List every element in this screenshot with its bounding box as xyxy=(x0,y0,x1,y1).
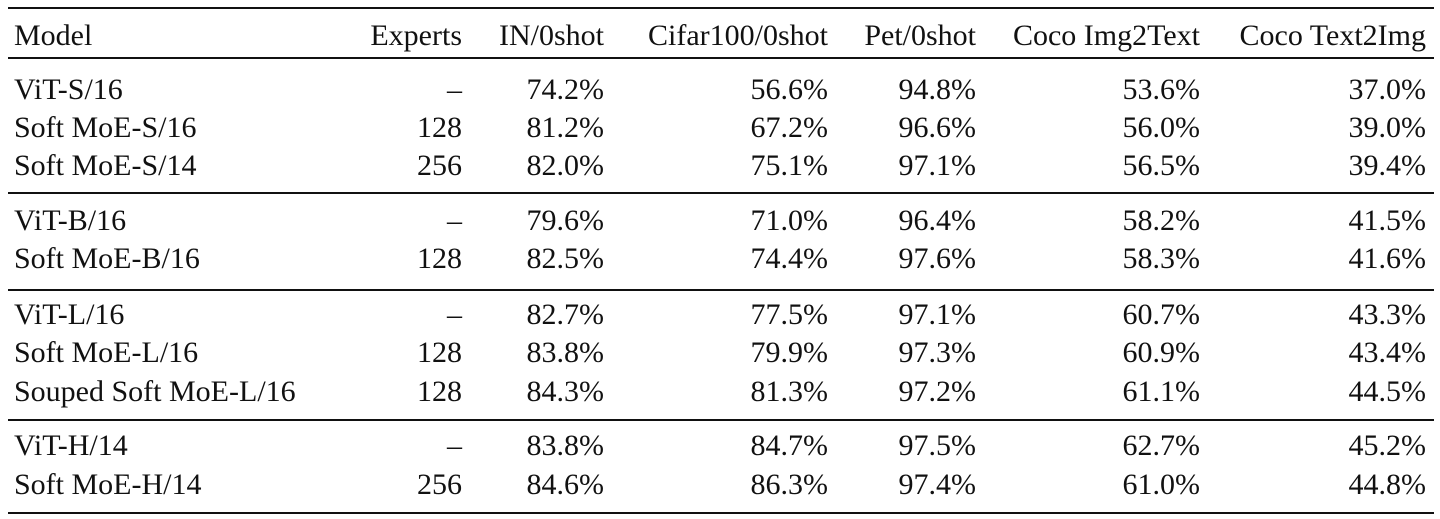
model-cell: ViT-S/16 xyxy=(14,73,123,106)
cifar100-0shot-cell: 81.3% xyxy=(750,375,829,408)
model-cell: ViT-B/16 xyxy=(14,204,127,237)
cifar100-0shot-cell: 84.7% xyxy=(750,429,829,462)
model-cell: Soft MoE-H/14 xyxy=(14,468,202,501)
experts-cell: 128 xyxy=(417,111,462,144)
pet-0shot-cell: 97.2% xyxy=(898,375,977,408)
cifar100-0shot-cell: 79.9% xyxy=(750,336,829,369)
experts-cell: 256 xyxy=(417,468,462,501)
cifar100-0shot-cell: 71.0% xyxy=(750,204,829,237)
experts-cell: 128 xyxy=(417,336,462,369)
cifar100-0shot-cell: 86.3% xyxy=(750,468,829,501)
pet-0shot-cell: 96.4% xyxy=(898,204,977,237)
coco-text2img-cell: 43.3% xyxy=(1348,298,1427,331)
cifar100-0shot-cell: 56.6% xyxy=(750,73,829,106)
model-cell: Soft MoE-B/16 xyxy=(14,242,200,275)
pet-0shot-cell: 97.6% xyxy=(898,242,977,275)
in-0shot-cell: 84.3% xyxy=(526,375,605,408)
coco-img2text-cell: 60.7% xyxy=(1122,298,1201,331)
header-cifar100-0shot: Cifar100/0shot xyxy=(648,19,828,52)
coco-text2img-cell: 39.4% xyxy=(1348,149,1427,182)
experts-cell: 128 xyxy=(417,375,462,408)
coco-img2text-cell: 53.6% xyxy=(1122,73,1201,106)
cifar100-0shot-cell: 74.4% xyxy=(750,242,829,275)
in-0shot-cell: 81.2% xyxy=(526,111,605,144)
pet-0shot-cell: 97.5% xyxy=(898,429,977,462)
experts-cell: – xyxy=(447,204,462,237)
model-cell: Souped Soft MoE-L/16 xyxy=(14,375,296,408)
cifar100-0shot-cell: 75.1% xyxy=(750,149,829,182)
coco-text2img-cell: 41.5% xyxy=(1348,204,1427,237)
header-coco-text2img: Coco Text2Img xyxy=(1239,19,1427,52)
in-0shot-cell: 74.2% xyxy=(526,73,605,106)
header-pet-0shot: Pet/0shot xyxy=(864,19,976,52)
in-0shot-cell: 82.0% xyxy=(526,149,605,182)
coco-text2img-cell: 41.6% xyxy=(1348,242,1427,275)
coco-text2img-cell: 37.0% xyxy=(1348,73,1427,106)
cifar100-0shot-cell: 67.2% xyxy=(750,111,829,144)
header-rule xyxy=(8,57,1434,59)
in-0shot-cell: 84.6% xyxy=(526,468,605,501)
coco-img2text-cell: 61.1% xyxy=(1122,375,1201,408)
model-cell: ViT-L/16 xyxy=(14,298,125,331)
pet-0shot-cell: 96.6% xyxy=(898,111,977,144)
experts-cell: – xyxy=(447,73,462,106)
group-rule xyxy=(8,419,1434,421)
header-model: Model xyxy=(14,19,93,52)
in-0shot-cell: 83.8% xyxy=(526,429,605,462)
group-rule xyxy=(8,192,1434,194)
top-rule xyxy=(8,7,1434,9)
header-in-0shot: IN/0shot xyxy=(499,19,604,52)
coco-img2text-cell: 60.9% xyxy=(1122,336,1201,369)
in-0shot-cell: 83.8% xyxy=(526,336,605,369)
model-cell: Soft MoE-L/16 xyxy=(14,336,199,369)
pet-0shot-cell: 97.1% xyxy=(898,298,977,331)
pet-0shot-cell: 94.8% xyxy=(898,73,977,106)
experts-cell: 128 xyxy=(417,242,462,275)
bottom-rule xyxy=(8,512,1434,514)
coco-text2img-cell: 43.4% xyxy=(1348,336,1427,369)
in-0shot-cell: 82.7% xyxy=(526,298,605,331)
cifar100-0shot-cell: 77.5% xyxy=(750,298,829,331)
pet-0shot-cell: 97.1% xyxy=(898,149,977,182)
experts-cell: 256 xyxy=(417,149,462,182)
header-coco-img2text: Coco Img2Text xyxy=(1012,19,1200,52)
in-0shot-cell: 82.5% xyxy=(526,242,605,275)
in-0shot-cell: 79.6% xyxy=(526,204,605,237)
pet-0shot-cell: 97.3% xyxy=(898,336,977,369)
coco-img2text-cell: 58.3% xyxy=(1122,242,1201,275)
group-rule xyxy=(8,289,1434,291)
coco-text2img-cell: 45.2% xyxy=(1348,429,1427,462)
coco-img2text-cell: 61.0% xyxy=(1122,468,1201,501)
model-cell: Soft MoE-S/16 xyxy=(14,111,197,144)
coco-img2text-cell: 56.0% xyxy=(1122,111,1201,144)
header-experts: Experts xyxy=(370,19,462,52)
pet-0shot-cell: 97.4% xyxy=(898,468,977,501)
coco-text2img-cell: 39.0% xyxy=(1348,111,1427,144)
experts-cell: – xyxy=(447,298,462,331)
experts-cell: – xyxy=(447,429,462,462)
coco-text2img-cell: 44.8% xyxy=(1348,468,1427,501)
coco-text2img-cell: 44.5% xyxy=(1348,375,1427,408)
coco-img2text-cell: 56.5% xyxy=(1122,149,1201,182)
coco-img2text-cell: 58.2% xyxy=(1122,204,1201,237)
model-cell: Soft MoE-S/14 xyxy=(14,149,197,182)
model-cell: ViT-H/14 xyxy=(14,429,128,462)
coco-img2text-cell: 62.7% xyxy=(1122,429,1201,462)
